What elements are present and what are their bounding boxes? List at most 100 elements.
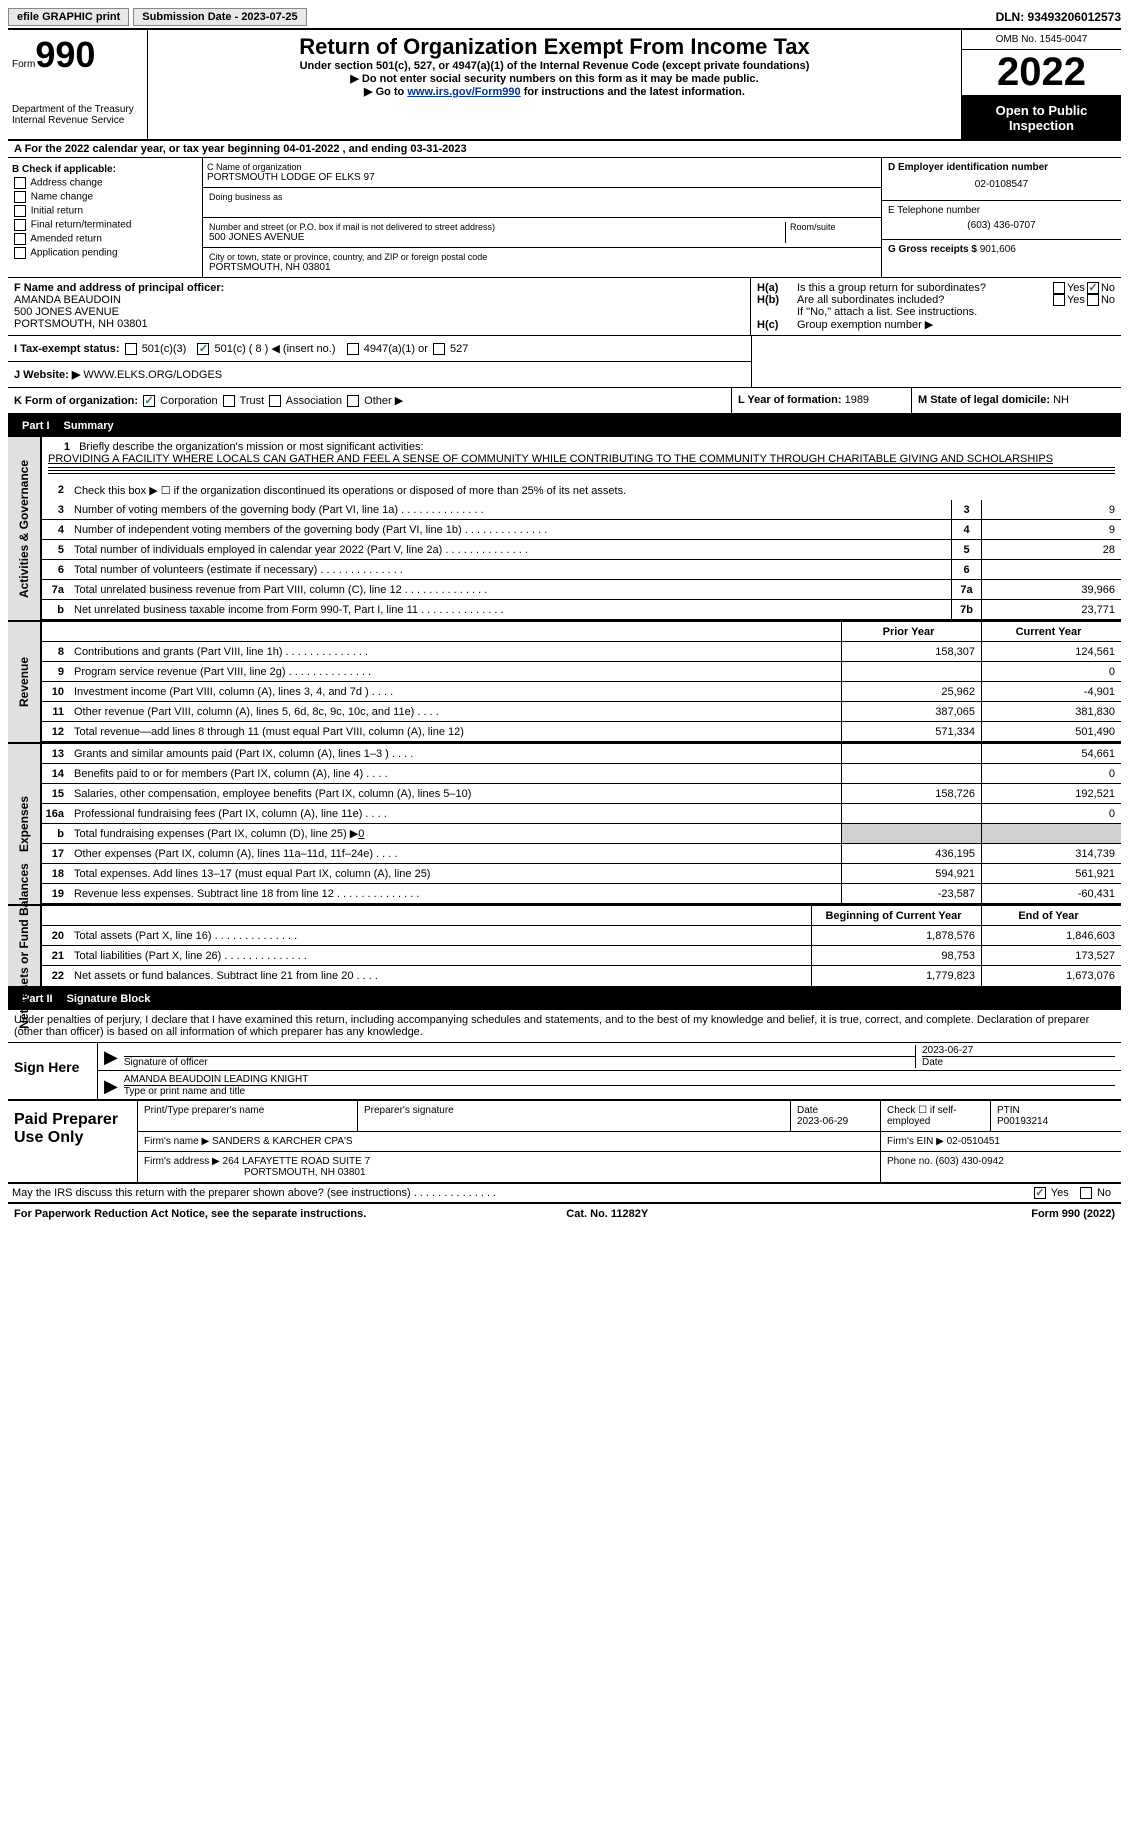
label-yes: Yes <box>1067 282 1085 294</box>
checkbox-ha-yes[interactable] <box>1053 282 1065 294</box>
label-address-change: Address change <box>30 178 102 189</box>
line18-prior: 594,921 <box>841 864 981 883</box>
line15-text: Salaries, other compensation, employee b… <box>70 785 841 803</box>
tax-year-begin: 04-01-2022 <box>283 143 339 155</box>
checkbox-initial-return[interactable] <box>14 205 26 217</box>
firm-address-label: Firm's address ▶ <box>144 1156 220 1167</box>
line7a-val: 39,966 <box>981 580 1121 599</box>
signature-date-label: Date <box>922 1056 1115 1068</box>
checkbox-trust[interactable] <box>223 395 235 407</box>
telephone-label: E Telephone number <box>888 205 1115 216</box>
line7b-text: Net unrelated business taxable income fr… <box>70 601 951 619</box>
line19-current: -60,431 <box>981 884 1121 903</box>
top-bar: efile GRAPHIC print Submission Date - 20… <box>8 8 1121 26</box>
firm-address2: PORTSMOUTH, NH 03801 <box>144 1167 366 1178</box>
gross-receipts-label: G Gross receipts $ <box>888 244 977 255</box>
label-no-2: No <box>1101 294 1115 306</box>
line9-current: 0 <box>981 662 1121 681</box>
checkbox-name-change[interactable] <box>14 191 26 203</box>
line13-current: 54,661 <box>981 744 1121 763</box>
footer-right: Form 990 (2022) <box>1031 1208 1115 1220</box>
checkbox-amended[interactable] <box>14 233 26 245</box>
irs-link[interactable]: www.irs.gov/Form990 <box>407 86 520 98</box>
label-initial-return: Initial return <box>31 206 83 217</box>
part1-header: Part I Summary <box>8 415 1121 437</box>
line22-text: Net assets or fund balances. Subtract li… <box>70 967 811 985</box>
checkbox-association[interactable] <box>269 395 281 407</box>
line4-text: Number of independent voting members of … <box>70 521 951 539</box>
label-association: Association <box>286 395 342 407</box>
arrow-icon: ▶ <box>104 1047 118 1068</box>
line21-begin: 98,753 <box>811 946 981 965</box>
label-527: 527 <box>450 343 468 355</box>
checkbox-hb-yes[interactable] <box>1053 294 1065 306</box>
line21-text: Total liabilities (Part X, line 26) <box>70 947 811 965</box>
line6-text: Total number of volunteers (estimate if … <box>70 561 951 579</box>
line5-val: 28 <box>981 540 1121 559</box>
checkbox-527[interactable] <box>433 343 445 355</box>
line-a: A For the 2022 calendar year, or tax yea… <box>8 141 1121 158</box>
checkbox-discuss-no[interactable] <box>1080 1187 1092 1199</box>
website-value: WWW.ELKS.ORG/LODGES <box>83 369 222 381</box>
label-501c: 501(c) ( 8 ) ◀ (insert no.) <box>215 343 336 355</box>
firm-name-label: Firm's name ▶ <box>144 1136 209 1147</box>
line11-text: Other revenue (Part VIII, column (A), li… <box>70 703 841 721</box>
officer-print-name: AMANDA BEAUDOIN LEADING KNIGHT <box>124 1074 1115 1085</box>
sign-here-section: Sign Here ▶ Signature of officer 2023-06… <box>8 1043 1121 1101</box>
footer-left: For Paperwork Reduction Act Notice, see … <box>14 1208 366 1220</box>
row-i-j: I Tax-exempt status: 501(c)(3) 501(c) ( … <box>8 336 1121 388</box>
checkbox-application-pending[interactable] <box>14 247 26 259</box>
instruction-1: ▶ Do not enter social security numbers o… <box>156 72 953 85</box>
tax-year: 2022 <box>962 50 1121 97</box>
line16b-current <box>981 824 1121 843</box>
checkbox-corporation[interactable] <box>143 395 155 407</box>
efile-button[interactable]: efile GRAPHIC print <box>8 8 129 26</box>
line8-text: Contributions and grants (Part VIII, lin… <box>70 643 841 661</box>
line14-text: Benefits paid to or for members (Part IX… <box>70 765 841 783</box>
checkbox-hb-no[interactable] <box>1087 294 1099 306</box>
checkbox-address-change[interactable] <box>14 177 26 189</box>
line-a-prefix: A For the 2022 calendar year, or tax yea… <box>14 143 283 155</box>
open-to-public: Open to Public Inspection <box>962 97 1121 139</box>
firm-name: SANDERS & KARCHER CPA'S <box>212 1136 353 1147</box>
line4-val: 9 <box>981 520 1121 539</box>
checkbox-discuss-yes[interactable] <box>1034 1187 1046 1199</box>
footer-mid: Cat. No. 11282Y <box>566 1208 648 1220</box>
state-domicile-value: NH <box>1053 394 1069 406</box>
line20-begin: 1,878,576 <box>811 926 981 945</box>
signature-intro: Under penalties of perjury, I declare th… <box>8 1010 1121 1043</box>
row-f-h: F Name and address of principal officer:… <box>8 278 1121 336</box>
checkbox-501c[interactable] <box>197 343 209 355</box>
line22-end: 1,673,076 <box>981 966 1121 986</box>
hb-label: H(b) <box>757 294 797 306</box>
ha-question: Is this a group return for subordinates? <box>797 282 1051 294</box>
officer-addr1: 500 JONES AVENUE <box>14 306 744 318</box>
line16b-pre: Total fundraising expenses (Part IX, col… <box>74 828 358 840</box>
line15-prior: 158,726 <box>841 784 981 803</box>
column-d-e-g: D Employer identification number 02-0108… <box>881 158 1121 277</box>
checkbox-other[interactable] <box>347 395 359 407</box>
officer-name: AMANDA BEAUDOIN <box>14 294 744 306</box>
ptin-label: PTIN <box>997 1105 1020 1116</box>
tab-activities-governance: Activities & Governance <box>17 460 31 598</box>
city-state-zip: PORTSMOUTH, NH 03801 <box>209 262 875 273</box>
phone-label: Phone no. <box>887 1156 933 1167</box>
line16b-text: Total fundraising expenses (Part IX, col… <box>70 824 841 843</box>
section-b-to-g: B Check if applicable: Address change Na… <box>8 158 1121 278</box>
line11-current: 381,830 <box>981 702 1121 721</box>
telephone-value: (603) 436-0707 <box>888 216 1115 235</box>
org-name-label: C Name of organization <box>207 162 877 172</box>
checkbox-ha-no[interactable] <box>1087 282 1099 294</box>
checkbox-4947[interactable] <box>347 343 359 355</box>
line8-prior: 158,307 <box>841 642 981 661</box>
checkbox-final-return[interactable] <box>14 219 26 231</box>
line14-current: 0 <box>981 764 1121 783</box>
line20-end: 1,846,603 <box>981 926 1121 945</box>
line18-current: 561,921 <box>981 864 1121 883</box>
line12-current: 501,490 <box>981 722 1121 741</box>
form-subtitle: Under section 501(c), 527, or 4947(a)(1)… <box>156 60 953 72</box>
form-header: Form990 Department of the Treasury Inter… <box>8 28 1121 141</box>
label-amended: Amended return <box>30 234 102 245</box>
checkbox-501c3[interactable] <box>125 343 137 355</box>
line16b-prior <box>841 824 981 843</box>
